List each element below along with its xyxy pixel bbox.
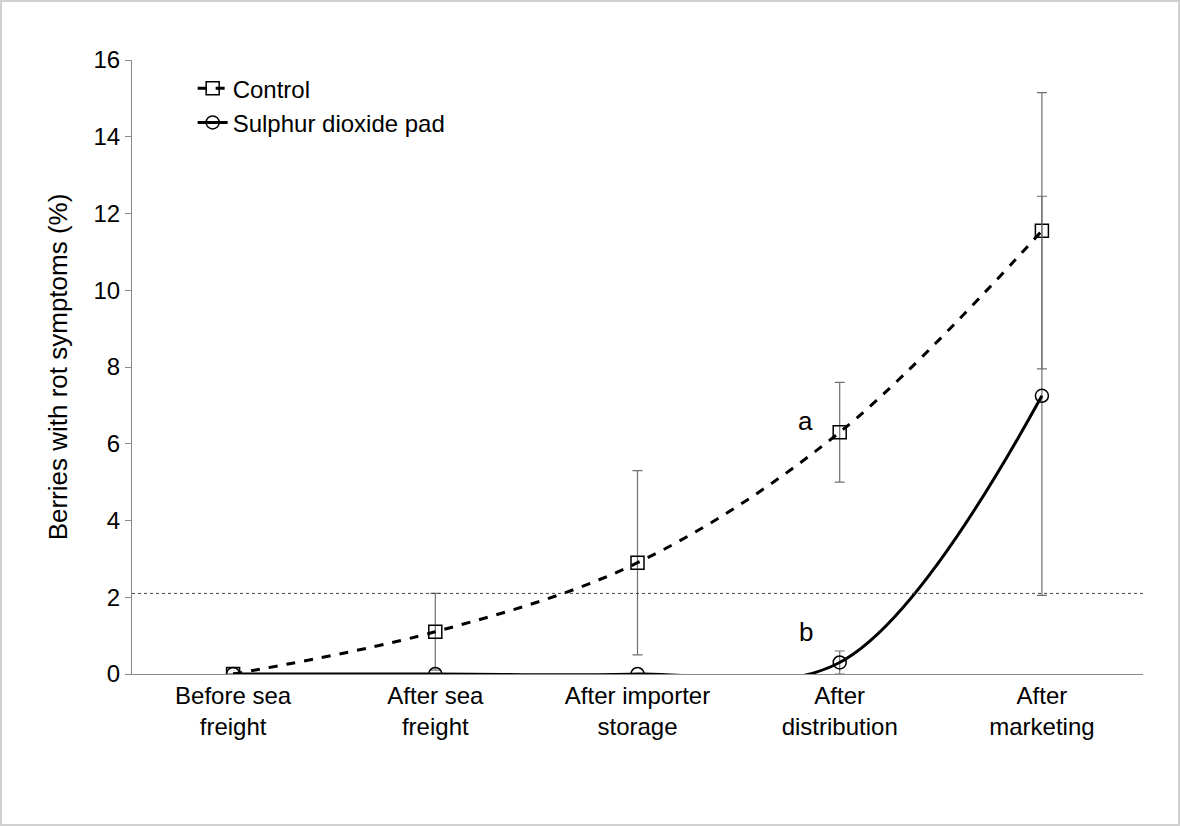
svg-text:After seafreight: After seafreight — [387, 682, 484, 740]
svg-text:Berries with rot symptoms (%): Berries with rot symptoms (%) — [43, 194, 73, 541]
svg-text:Aftermarketing: Aftermarketing — [989, 682, 1094, 740]
svg-text:0: 0 — [107, 660, 120, 687]
svg-text:16: 16 — [93, 46, 120, 73]
svg-text:10: 10 — [93, 277, 120, 304]
svg-text:b: b — [799, 617, 813, 647]
svg-text:12: 12 — [93, 200, 120, 227]
svg-text:14: 14 — [93, 123, 120, 150]
svg-text:6: 6 — [107, 430, 120, 457]
svg-text:4: 4 — [107, 507, 120, 534]
svg-text:Before seafreight: Before seafreight — [175, 682, 292, 740]
svg-text:Control: Control — [233, 76, 310, 103]
svg-text:2: 2 — [107, 584, 120, 611]
svg-text:a: a — [798, 406, 813, 436]
svg-text:8: 8 — [107, 353, 120, 380]
svg-text:Sulphur dioxide pad: Sulphur dioxide pad — [233, 110, 445, 137]
svg-text:After importerstorage: After importerstorage — [565, 682, 710, 740]
svg-text:Afterdistribution: Afterdistribution — [782, 682, 898, 740]
